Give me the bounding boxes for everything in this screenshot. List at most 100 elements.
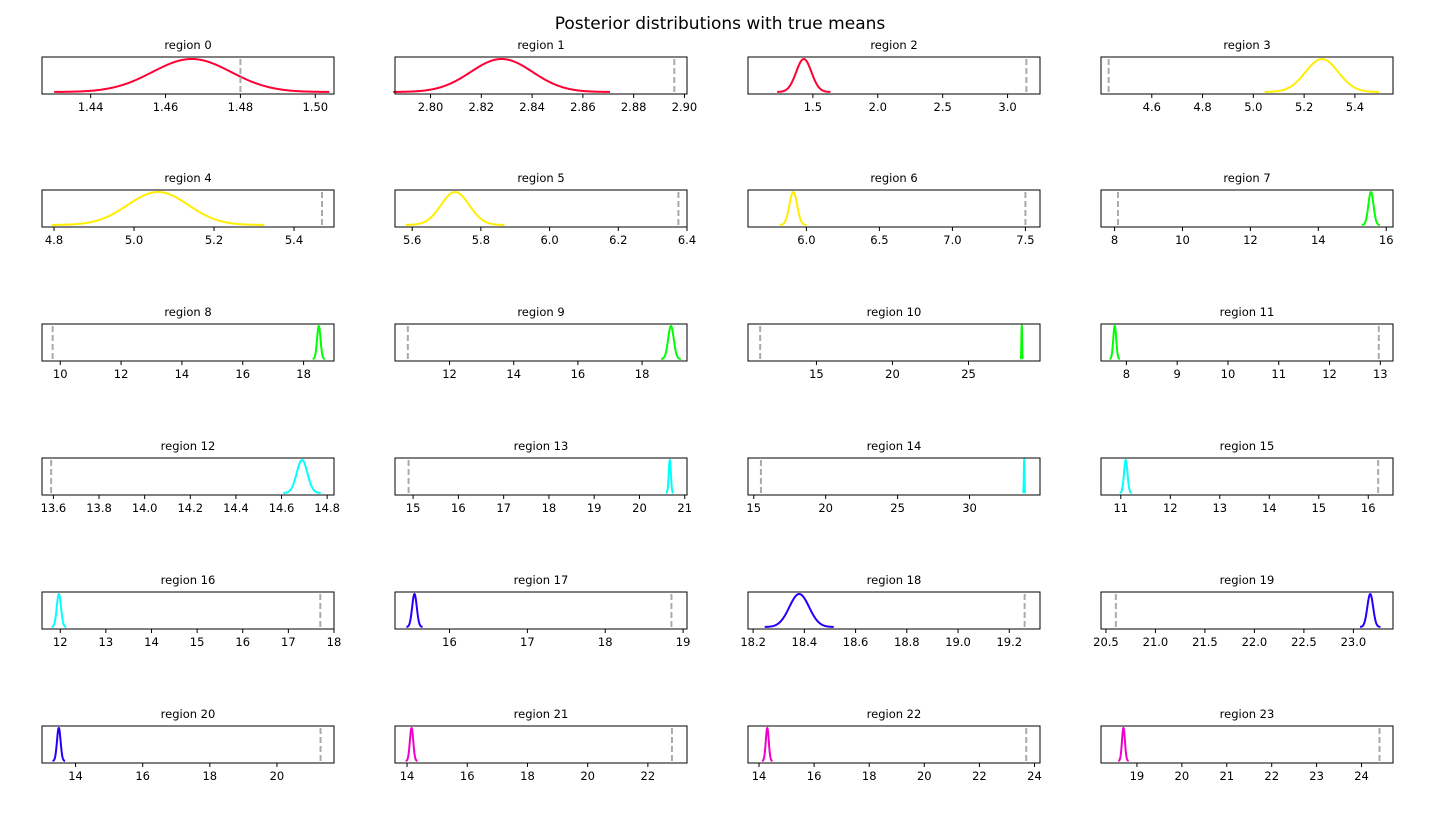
x-tick-label: 19	[1130, 769, 1145, 783]
x-tick-label: 6.2	[609, 233, 627, 247]
panel-title: region 23	[1220, 707, 1275, 721]
panel-title: region 1	[517, 38, 564, 52]
x-tick-label: 16	[1361, 501, 1376, 515]
x-tick-label: 14	[1311, 233, 1326, 247]
x-tick-label: 2.82	[469, 100, 495, 114]
panel-region-19: region 19 20.5 21.0 21.5 22.0 22.5 23.0	[1093, 573, 1394, 649]
x-tick-label: 22	[972, 769, 987, 783]
x-tick-label: 14.2	[177, 501, 203, 515]
x-tick-label: 18.8	[894, 635, 920, 649]
axes-frame	[41, 457, 335, 496]
panel-title: region 9	[517, 305, 564, 319]
x-tick-label: 19.2	[996, 635, 1022, 649]
x-tick-label: 23.0	[1341, 635, 1367, 649]
panel-region-20: region 20 14 16 18 20	[41, 707, 335, 783]
x-tick-label: 21.0	[1143, 635, 1169, 649]
x-tick-label: 17	[520, 635, 535, 649]
x-tick-label: 5.4	[1346, 100, 1364, 114]
x-tick-label: 21.5	[1192, 635, 1218, 649]
posterior-curve	[1019, 322, 1024, 360]
x-tick-label: 5.0	[1244, 100, 1262, 114]
panel-title: region 14	[867, 439, 922, 453]
x-tick-label: 14	[175, 367, 190, 381]
panel-title: region 6	[870, 171, 917, 185]
axes-frame	[747, 323, 1041, 362]
x-tick-label: 16	[807, 769, 822, 783]
panel-title: region 16	[161, 573, 216, 587]
x-tick-label: 21	[677, 501, 692, 515]
x-tick-label: 14.8	[314, 501, 340, 515]
x-tick-label: 12	[53, 635, 68, 649]
x-tick-label: 18	[327, 635, 342, 649]
x-tick-label: 1.46	[153, 100, 179, 114]
posterior-curve	[1022, 456, 1027, 494]
x-tick-label: 18	[202, 769, 217, 783]
x-tick-label: 21	[1219, 769, 1234, 783]
axes-frame	[394, 591, 688, 630]
x-tick-label: 13	[1373, 367, 1388, 381]
posterior-curve	[660, 324, 681, 360]
axes-frame	[747, 725, 1041, 764]
panel-title: region 2	[870, 38, 917, 52]
panel-title: region 0	[164, 38, 211, 52]
panel-title: region 5	[517, 171, 564, 185]
posterior-curve	[51, 592, 67, 628]
x-tick-label: 30	[962, 501, 977, 515]
x-tick-label: 18	[635, 367, 650, 381]
axes-frame	[41, 591, 335, 630]
panel-title: region 19	[1220, 573, 1275, 587]
panel-region-13: region 13 15 16 17 18 19 20 21	[394, 439, 692, 515]
x-tick-label: 2.86	[570, 100, 596, 114]
x-tick-label: 13.8	[86, 501, 112, 515]
panel-title: region 22	[867, 707, 922, 721]
x-tick-label: 18	[598, 635, 613, 649]
x-tick-label: 12	[442, 367, 457, 381]
x-tick-label: 2.84	[519, 100, 545, 114]
x-tick-label: 18	[296, 367, 311, 381]
panel-title: region 21	[514, 707, 569, 721]
panel-title: region 7	[1223, 171, 1270, 185]
posterior-curve	[406, 592, 423, 628]
panel-region-2: region 2 1.5 2.0 2.5 3.0	[747, 38, 1041, 114]
panel-region-22: region 22 14 16 18 20 22 24	[747, 707, 1042, 783]
x-tick-label: 2.5	[934, 100, 952, 114]
axes-frame	[394, 323, 688, 362]
x-tick-label: 16	[442, 635, 457, 649]
x-tick-label: 17	[496, 501, 511, 515]
panel-title: region 20	[161, 707, 216, 721]
x-tick-label: 25	[961, 367, 976, 381]
panel-title: region 11	[1220, 305, 1275, 319]
x-tick-label: 18	[520, 769, 535, 783]
panel-region-12: region 12 13.6 13.8 14.0 14.2 14.4 14.6 14.8	[41, 439, 340, 515]
x-tick-label: 12	[114, 367, 129, 381]
panel-region-0: region 0 1.44 1.46 1.48 1.50	[41, 38, 335, 114]
x-tick-label: 3.0	[998, 100, 1016, 114]
posterior-curve	[405, 726, 418, 762]
x-tick-label: 14	[144, 635, 159, 649]
x-tick-label: 18	[542, 501, 557, 515]
panel-region-9: region 9 12 14 16 18	[394, 305, 688, 381]
x-tick-label: 9	[1174, 367, 1181, 381]
posterior-curve	[665, 458, 674, 494]
x-tick-label: 20	[1175, 769, 1190, 783]
x-tick-label: 18.2	[740, 635, 766, 649]
panel-title: region 3	[1223, 38, 1270, 52]
x-tick-label: 13	[99, 635, 114, 649]
figure-title: Posterior distributions with true means	[554, 14, 886, 34]
axes-frame	[41, 323, 335, 362]
panel-region-6: region 6 6.0 6.5 7.0 7.5	[747, 171, 1041, 247]
x-tick-label: 16	[235, 367, 250, 381]
x-tick-label: 14.6	[269, 501, 295, 515]
x-tick-label: 5.0	[125, 233, 143, 247]
posterior-curve	[1361, 190, 1381, 226]
x-tick-label: 1.5	[804, 100, 822, 114]
x-tick-label: 22.5	[1291, 635, 1317, 649]
axes-frame	[394, 56, 688, 95]
x-tick-label: 10	[53, 367, 68, 381]
x-tick-label: 15	[746, 501, 761, 515]
x-tick-label: 7.0	[943, 233, 961, 247]
axes-frame	[41, 725, 335, 764]
x-tick-label: 11	[1113, 501, 1128, 515]
axes-frame	[747, 591, 1041, 630]
